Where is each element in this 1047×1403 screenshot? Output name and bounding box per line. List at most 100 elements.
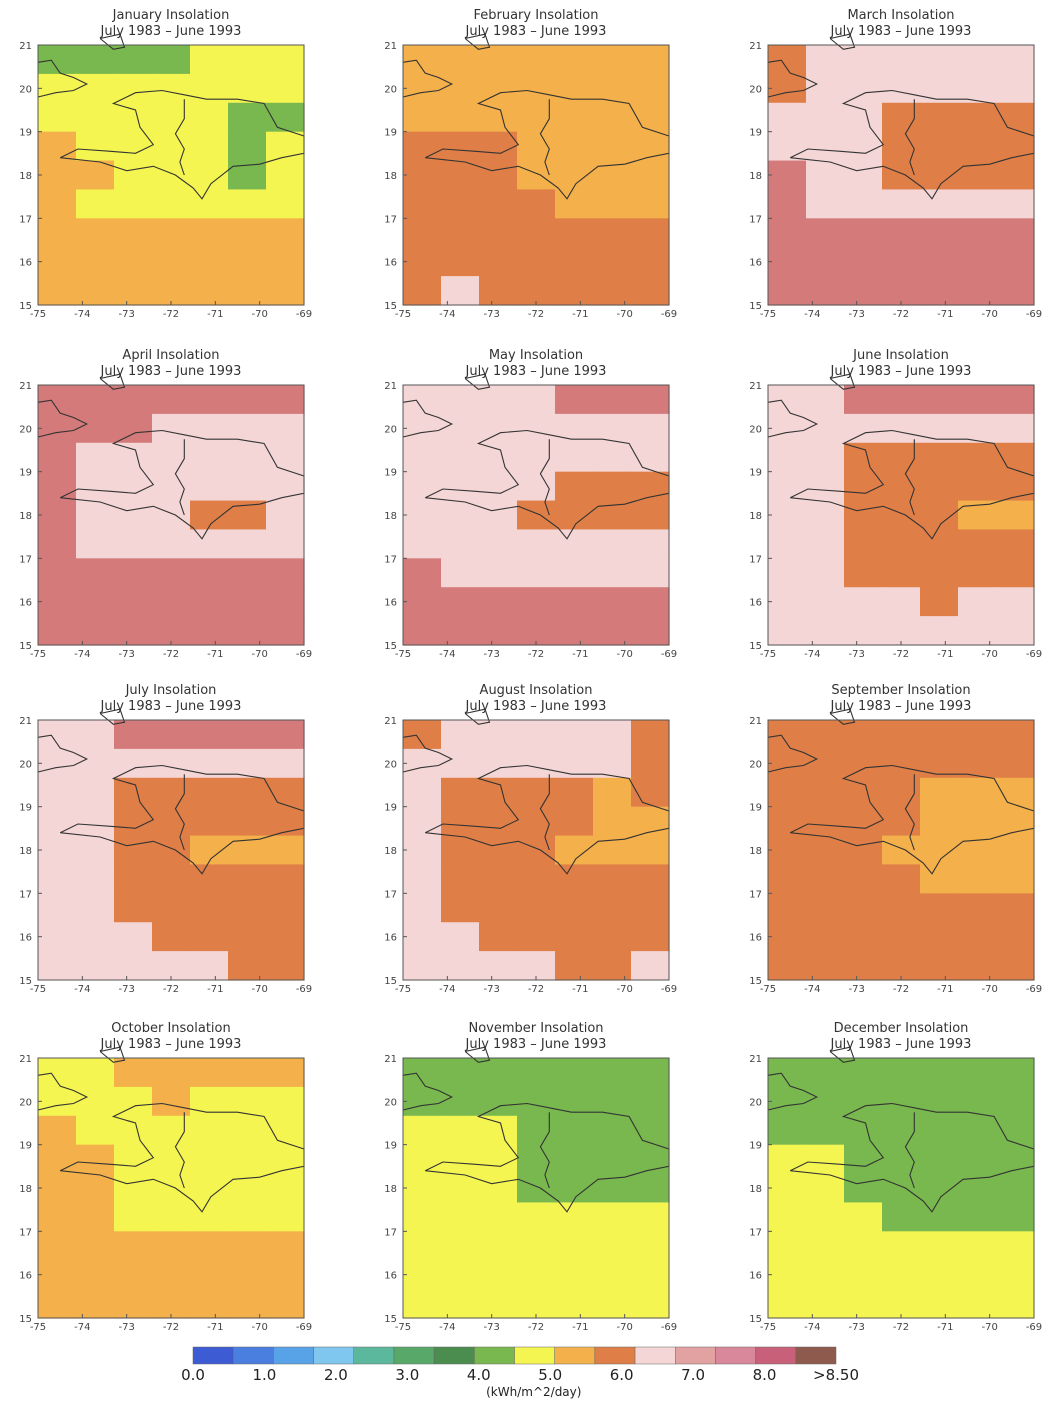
heatmap-cell — [882, 529, 921, 559]
heatmap-cell — [768, 471, 807, 502]
heatmap-cell — [403, 73, 442, 104]
coastline — [789, 1102, 1035, 1213]
heatmap-cell — [996, 529, 1035, 559]
colorbar-swatch — [715, 1346, 756, 1365]
heatmap-cell — [844, 835, 883, 866]
coastline — [99, 708, 126, 725]
heatmap-cell — [958, 385, 997, 415]
heatmap-cell — [920, 45, 959, 75]
x-tick-label: -71 — [572, 309, 588, 320]
heatmap-cell — [882, 720, 921, 750]
heatmap-cell — [441, 160, 480, 191]
heatmap-cell — [631, 1086, 670, 1117]
heatmap-cell — [479, 529, 518, 559]
heatmap-cell — [958, 529, 997, 559]
heatmap-cell — [152, 1202, 191, 1232]
heatmap-cell — [114, 442, 153, 473]
heatmap-cell — [190, 1086, 229, 1117]
heatmap-cell — [996, 160, 1035, 191]
heatmap-cell — [958, 1086, 997, 1117]
heatmap-cell — [882, 1260, 921, 1290]
heatmap-cell — [631, 558, 670, 588]
y-tick-label: 20 — [749, 1097, 762, 1108]
heatmap-cell — [844, 1260, 883, 1290]
heatmap-cell — [266, 720, 305, 750]
x-tick-label: -75 — [395, 309, 411, 320]
y-tick-label: 21 — [384, 1054, 397, 1065]
colorbar-label: 2.0 — [324, 1366, 348, 1384]
heatmap-cell — [631, 1144, 670, 1175]
heatmap-cell — [114, 1202, 153, 1232]
coastline — [37, 59, 89, 98]
heatmap-cell — [768, 1231, 807, 1261]
heatmap-cell — [38, 864, 77, 894]
heatmap-cell — [882, 131, 921, 162]
heatmap-cell — [958, 276, 997, 306]
heatmap-cell — [441, 864, 480, 894]
heatmap-cell — [152, 385, 191, 415]
heatmap-cell — [882, 616, 921, 646]
heatmap-cell — [593, 1058, 632, 1088]
heatmap-cell — [806, 951, 845, 981]
heatmap-cell — [152, 748, 191, 779]
heatmap-cell — [996, 189, 1035, 219]
heatmap-cell — [266, 160, 305, 191]
heatmap-cell — [806, 1260, 845, 1290]
heatmap-cell — [266, 189, 305, 219]
heatmap-cell — [38, 1115, 77, 1146]
heatmap-cell — [517, 922, 556, 952]
heatmap-cell — [517, 131, 556, 162]
colorbar: 0.0 1.0 2.0 3.0 4.0 5.0 6.0 7.0 8.0 >8.50 (kWh/m^2… — [181, 1346, 859, 1399]
heatmap-cell — [806, 748, 845, 779]
x-tick-label: -70 — [616, 984, 632, 995]
map-title: March Insolation — [847, 8, 954, 23]
map-period: July 1983 – June 1993 — [100, 1037, 242, 1052]
x-tick-label: -74 — [439, 984, 455, 995]
x-tick-label: -70 — [616, 309, 632, 320]
heatmap-cell — [555, 1202, 594, 1232]
x-tick-label: -69 — [296, 984, 312, 995]
heatmap-cell — [441, 748, 480, 779]
heatmap-cell — [768, 500, 807, 531]
heatmap-cell — [266, 500, 305, 531]
heatmap-cell — [190, 529, 229, 559]
heatmap-cell — [844, 951, 883, 981]
heatmap-cell — [38, 442, 77, 473]
heatmap-cell — [228, 1086, 267, 1117]
heatmap-cell — [114, 218, 153, 248]
heatmap-cell — [38, 73, 77, 104]
x-tick-label: -69 — [296, 649, 312, 660]
heatmap-cell — [403, 1260, 442, 1290]
heatmap-cell — [76, 131, 115, 162]
heatmap-cell — [555, 276, 594, 306]
y-tick-label: 15 — [19, 301, 32, 312]
y-tick-label: 18 — [384, 511, 397, 522]
colorbar-swatch — [554, 1346, 596, 1365]
heatmap-cell — [38, 1231, 77, 1261]
heatmap-cell — [555, 1086, 594, 1117]
heatmap-cell — [631, 748, 670, 779]
heatmap-cell — [479, 806, 518, 837]
x-tick-label: -75 — [760, 309, 776, 320]
heatmap-cell — [441, 893, 480, 923]
heatmap-cell — [479, 616, 518, 646]
heatmap-cell — [114, 806, 153, 837]
heatmap-cell — [76, 45, 115, 75]
y-tick-label: 19 — [384, 1141, 397, 1152]
heatmap-cell — [593, 1086, 632, 1117]
heatmap-cell — [228, 276, 267, 306]
x-tick-label: -70 — [981, 1322, 997, 1333]
y-tick-label: 16 — [19, 258, 32, 269]
heatmap-cell — [844, 1173, 883, 1204]
heatmap-cell — [228, 864, 267, 894]
heatmap-cell — [844, 1144, 883, 1175]
heatmap-cell — [152, 413, 191, 444]
heatmap-cell — [403, 413, 442, 444]
heatmap-cell — [38, 616, 77, 646]
x-tick-label: -69 — [661, 1322, 677, 1333]
heatmap-cell — [593, 102, 632, 133]
heatmap-cell — [844, 500, 883, 531]
heatmap-cell — [152, 1260, 191, 1290]
